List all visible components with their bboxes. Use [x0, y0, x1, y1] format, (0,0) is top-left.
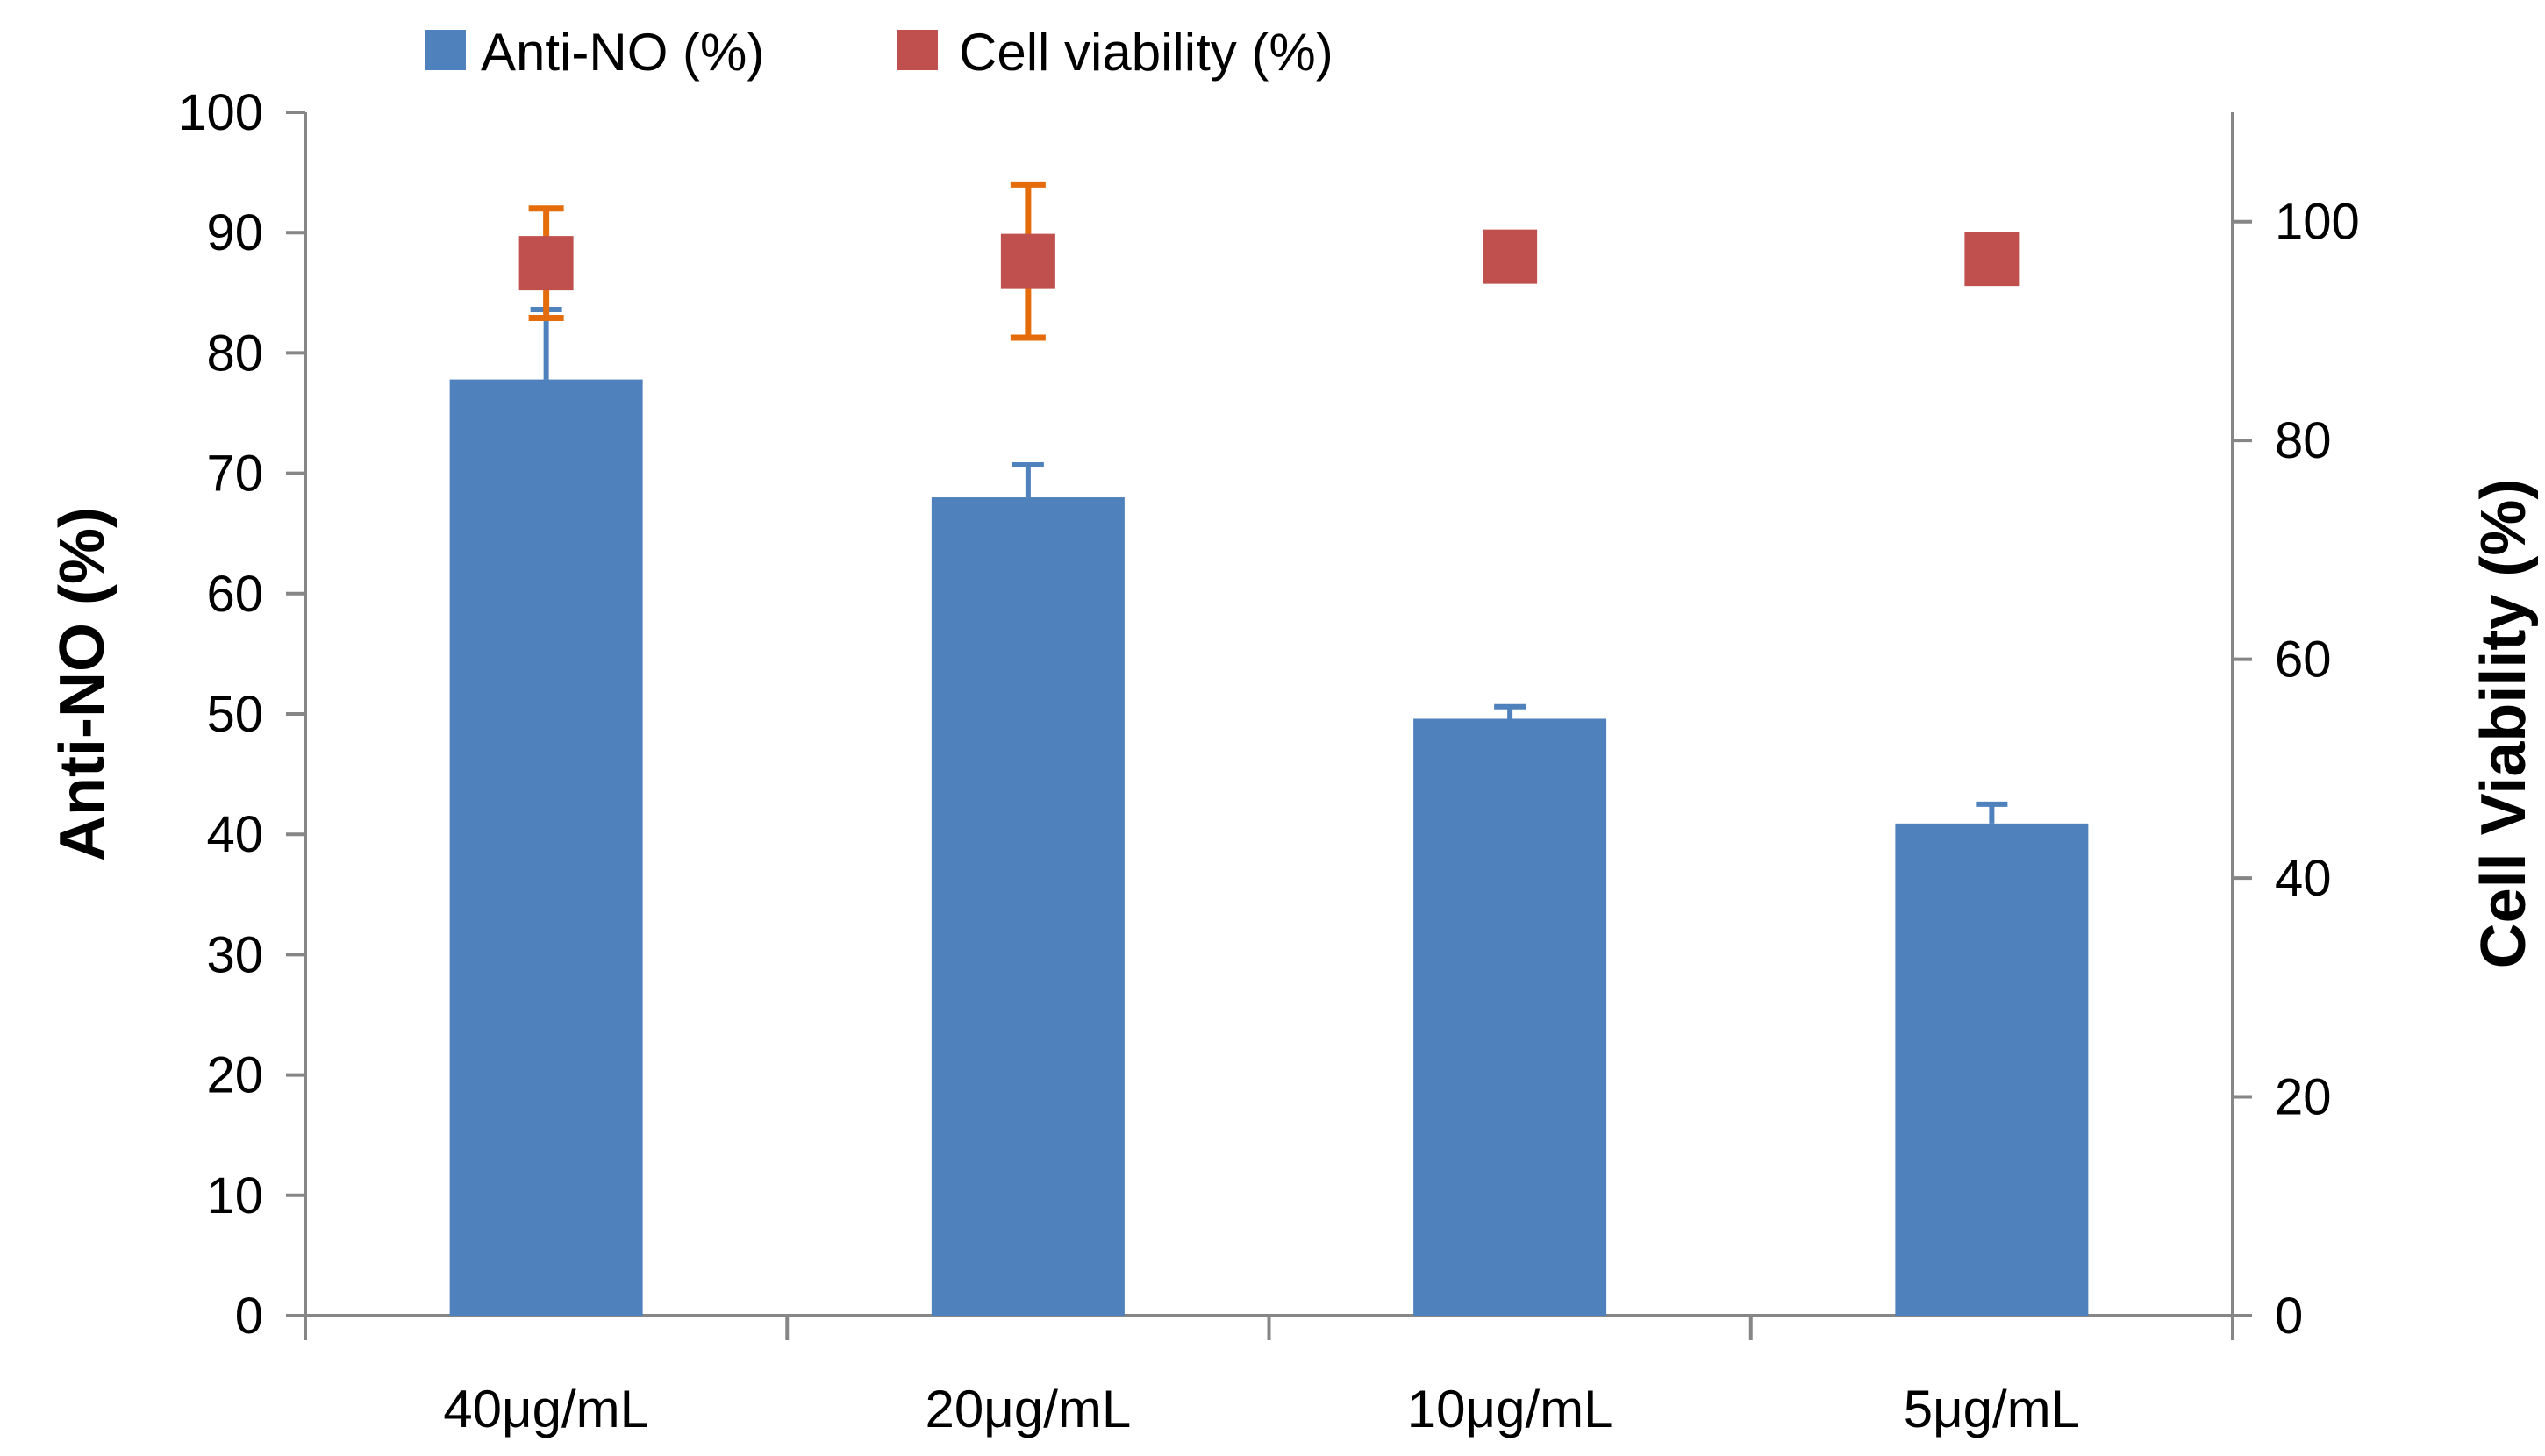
marker-point	[1964, 232, 2020, 287]
bar	[931, 497, 1125, 1316]
y-tick-left-label: 90	[206, 204, 263, 261]
y-tick-left-label: 80	[206, 325, 263, 382]
y-tick-right-label: 100	[2275, 194, 2360, 251]
x-category-label: 40μg/mL	[443, 1380, 649, 1438]
y-tick-left-label: 0	[235, 1288, 263, 1345]
legend-swatch-cell-viability	[897, 30, 938, 70]
y-tick-left-label: 30	[206, 926, 263, 983]
bar	[1895, 823, 2089, 1316]
y-tick-left-label: 60	[206, 566, 263, 623]
y-tick-left-label: 20	[206, 1047, 263, 1104]
y-tick-left-label: 10	[206, 1167, 263, 1224]
x-category-label: 10μg/mL	[1407, 1380, 1613, 1438]
bar	[1413, 718, 1607, 1316]
y-tick-left-label: 100	[178, 84, 263, 141]
y-tick-left-label: 70	[206, 446, 263, 503]
y-axis-title-left: Anti-NO (%)	[47, 507, 118, 861]
y-axis-title-right: Cell Viability (%)	[2469, 479, 2539, 969]
y-tick-left-label: 40	[206, 806, 263, 863]
marker-point	[518, 236, 574, 291]
legend: Anti-NO (%) Cell viability (%)	[425, 23, 1333, 82]
marker-point	[1000, 233, 1055, 289]
bar	[449, 379, 643, 1317]
y-tick-right-label: 80	[2275, 412, 2332, 469]
marker-series	[518, 181, 2020, 341]
bar-series	[449, 307, 2089, 1317]
y-tick-right-label: 60	[2275, 632, 2332, 689]
y-tick-right-label: 20	[2275, 1069, 2332, 1126]
legend-swatch-anti-no	[425, 30, 466, 70]
y-tick-right-label: 0	[2275, 1288, 2303, 1345]
legend-label-anti-no: Anti-NO (%)	[481, 23, 764, 82]
legend-label-cell-viability: Cell viability (%)	[959, 23, 1333, 82]
y-tick-right-label: 40	[2275, 850, 2332, 907]
marker-point	[1483, 229, 1538, 284]
x-category-label: 5μg/mL	[1904, 1380, 2080, 1438]
x-category-label: 20μg/mL	[926, 1380, 1132, 1438]
axes: 0 10 20 30 40 50 60 70 80 90 100 0 20 40 60 80 100 40μg/m…	[178, 84, 2360, 1438]
y-tick-left-label: 50	[206, 686, 263, 743]
